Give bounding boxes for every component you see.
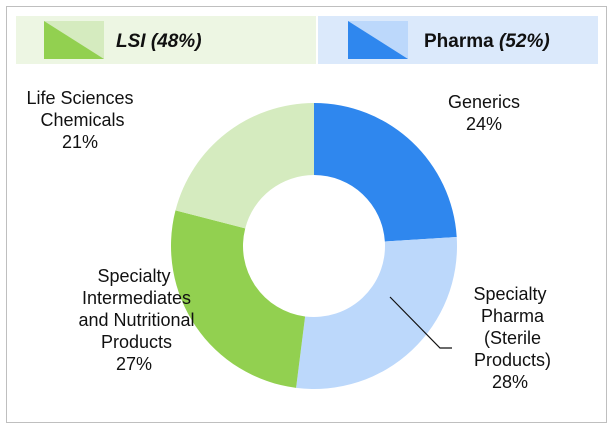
- legend-icon-dark: [348, 21, 408, 59]
- legend-share: (48%): [146, 31, 202, 52]
- category-label-line: Generics: [448, 92, 520, 112]
- category-label-line: Specialty: [97, 266, 170, 286]
- category-label: Specialty Pharma (Sterile Products): [469, 284, 551, 370]
- legend-icon-dark: [44, 21, 104, 59]
- category-label-line: Pharma: [476, 306, 545, 326]
- donut-segment: [175, 103, 314, 229]
- category-label-line: Products): [469, 350, 551, 370]
- value-label: 24%: [466, 114, 502, 134]
- category-label-line: and Nutritional: [73, 310, 194, 330]
- legend-label: Pharma (52%): [424, 31, 550, 52]
- legend-label: LSI (48%): [116, 31, 202, 52]
- category-label-line: Intermediates: [77, 288, 191, 308]
- legend-name: LSI: [116, 31, 146, 52]
- donut-segment: [170, 210, 306, 388]
- leader-line: [389, 296, 452, 349]
- category-label: Specialty Intermediates and Nutritional …: [73, 266, 194, 352]
- category-label-line: Life Sciences: [26, 88, 133, 108]
- category-label-line: Specialty: [473, 284, 546, 304]
- category-label: Life Sciences Chemicals: [26, 88, 133, 130]
- value-label: 28%: [492, 372, 528, 392]
- legend-share: (52%): [494, 31, 550, 52]
- category-label-line: Chemicals: [35, 110, 124, 130]
- value-label: 27%: [116, 354, 152, 374]
- donut-segment: [296, 237, 457, 390]
- category-label-line: Products: [96, 332, 172, 352]
- value-label: 21%: [62, 132, 98, 152]
- category-label: Generics: [448, 92, 520, 112]
- donut-segment: [314, 103, 457, 242]
- category-label-line: (Sterile: [479, 328, 541, 348]
- legend-name: Pharma: [424, 31, 494, 52]
